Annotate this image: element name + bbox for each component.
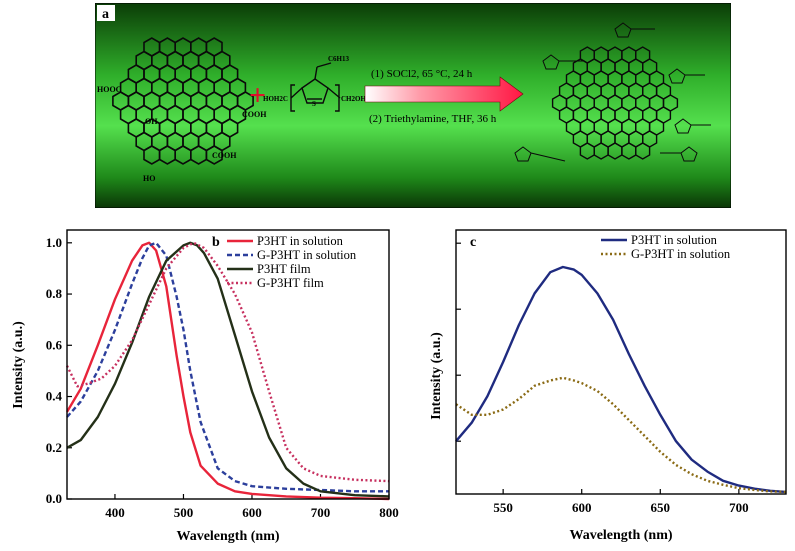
x-tick-label: 700: [729, 500, 749, 515]
legend-label: P3HT in solution: [257, 234, 344, 248]
chart-b: 400 500 600 700 800 0.0 0.2 0.4 0.6 0.8 1.0 b Wave…: [11, 229, 399, 544]
series-line-2: [66, 241, 390, 498]
x-tick-label: 800: [379, 505, 399, 520]
graphene-hexagon: [236, 91, 254, 111]
chart-b-y-axis-label: Intensity (a.u.): [11, 321, 26, 409]
x-tick-label: 600: [242, 505, 262, 520]
oh-center-label: OH: [145, 117, 158, 126]
monomer-left-label: HOH2C: [263, 95, 288, 103]
chart-b-panel-label: b: [212, 235, 220, 250]
reaction-scheme: a HOOC COOH COOH OH HO + C6H13 HOH2C CH2…: [95, 3, 731, 208]
series-line-0: [455, 265, 787, 494]
x-tick-label: 500: [174, 505, 194, 520]
chart-b-plot-series: [65, 241, 390, 501]
chart-c-gridlines: 550 600 650 700: [456, 242, 749, 515]
y-tick-label: 0.4: [46, 389, 63, 404]
legend-label: P3HT in solution: [631, 233, 718, 247]
monomer-sulfur-label: S: [312, 100, 316, 108]
y-tick-label: 1.0: [46, 235, 62, 250]
chart-b-plot-frame: [66, 229, 390, 500]
series-line-0: [65, 241, 390, 501]
y-tick-label: 0.2: [46, 440, 62, 455]
thiophene-monomer-structure: [290, 62, 341, 112]
y-tick-label: 0.8: [46, 286, 63, 301]
chart-c-plot-frame: [455, 229, 787, 495]
monomer-right-label: CH2OH: [341, 95, 366, 103]
x-tick-label: 550: [493, 500, 513, 515]
legend-label: P3HT film: [257, 262, 311, 276]
monomer-hexyl-label: C6H13: [328, 55, 350, 63]
legend-label: G-P3HT film: [257, 276, 324, 290]
legend-label: G-P3HT in solution: [631, 247, 731, 261]
series-line-1: [455, 376, 787, 494]
panel-label-a: a: [102, 7, 109, 22]
plus-sign: +: [249, 79, 266, 112]
chart-c-x-axis-label: Wavelength (nm): [569, 528, 672, 543]
x-tick-label: 650: [651, 500, 671, 515]
ho-bottom-label: HO: [143, 174, 155, 183]
x-tick-label: 700: [311, 505, 331, 520]
g-p3ht-product-structure: [551, 46, 679, 160]
chart-c-y-axis-label: Intensity (a.u.): [429, 332, 444, 420]
reaction-arrow: [364, 76, 524, 112]
series-line-3: [65, 241, 390, 483]
chart-b-x-axis-label: Wavelength (nm): [176, 529, 279, 544]
y-tick-label: 0.6: [46, 337, 63, 352]
chart-c-panel-label: c: [470, 235, 476, 250]
x-tick-label: 400: [105, 505, 125, 520]
reaction-step-1: (1) SOCl2, 65 °C, 24 h: [371, 68, 473, 80]
legend-label: G-P3HT in solution: [257, 248, 357, 262]
cooh-left-label: HOOC: [97, 85, 122, 94]
series-line-1: [66, 241, 389, 493]
reaction-step-2: (2) Triethylamine, THF, 36 h: [369, 113, 497, 125]
y-tick-label: 0.0: [46, 491, 62, 506]
x-tick-label: 600: [572, 500, 592, 515]
graphene-oxide-structure: [112, 37, 254, 165]
cooh-bottom-label: COOH: [212, 151, 237, 160]
product-side-chains: [514, 22, 711, 162]
chart-c-plot-series: [455, 265, 787, 494]
graphene-hexagon: [662, 94, 679, 112]
chart-c: 550 600 650 700 c Wavelength (nm) Intensity…: [429, 229, 787, 543]
chart-b-gridlines: 400 500 600 700 800 0.0 0.2 0.4 0.6 0.8 1.0: [46, 235, 399, 520]
cooh-right-label: COOH: [242, 110, 267, 119]
